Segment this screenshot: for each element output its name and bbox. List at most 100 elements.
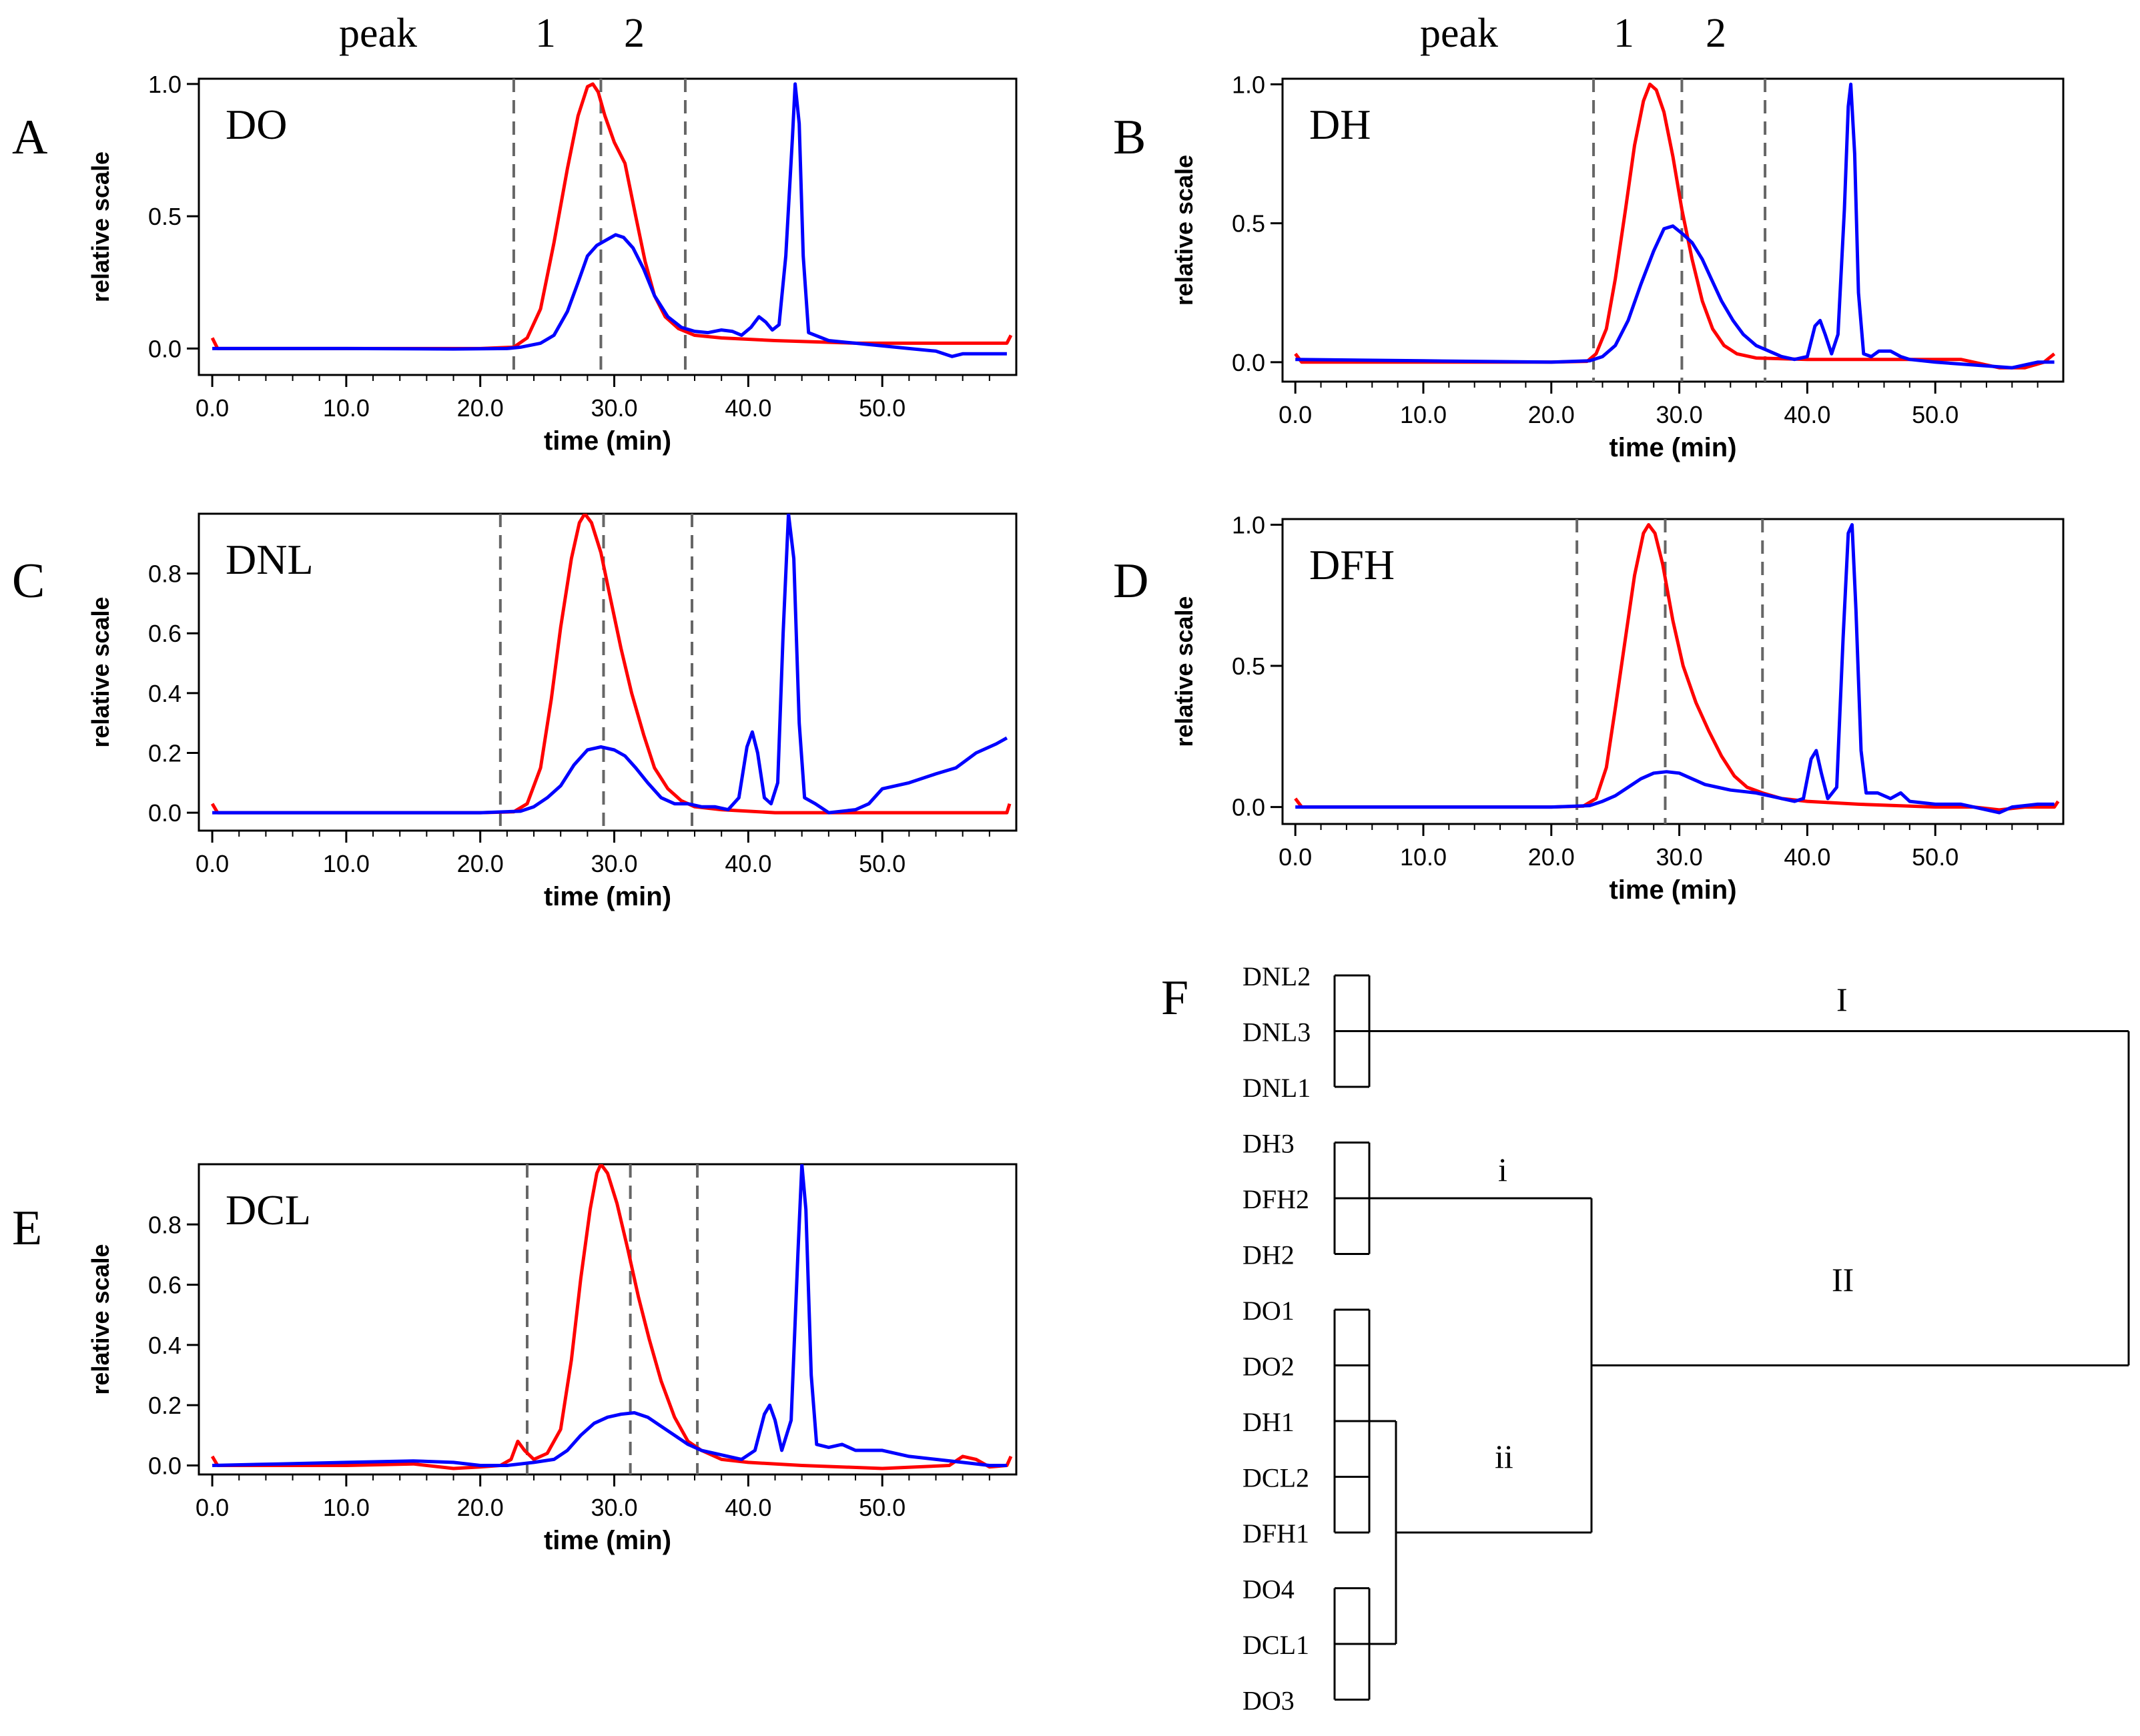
dendrogram-leaf-label: DFH1 <box>1242 1518 1309 1549</box>
y-tick-label: 0.5 <box>148 203 182 230</box>
x-tick-label: 30.0 <box>1656 401 1703 428</box>
y-tick-label: 0.0 <box>148 1452 182 1479</box>
y-tick-label: 0.4 <box>148 680 182 707</box>
peak-number-1: 1 <box>535 11 556 56</box>
dendrogram-leaf-label: DH1 <box>1242 1407 1295 1437</box>
panel-letter-A: A <box>12 110 47 165</box>
y-tick-label: 0.0 <box>1232 349 1265 376</box>
y-axis-label: relative scale <box>87 596 114 747</box>
x-tick-label: 10.0 <box>323 394 370 422</box>
y-tick-label: 0.2 <box>148 739 182 767</box>
series-red <box>1294 523 2060 812</box>
x-axis-label: time (min) <box>544 1526 671 1555</box>
x-tick-label: 30.0 <box>591 1494 638 1521</box>
peak-number-1: 1 <box>1614 11 1634 56</box>
x-axis-label: time (min) <box>1609 433 1736 462</box>
dendrogram-leaf-label: DNL3 <box>1242 1017 1311 1047</box>
y-axis-label: relative scale <box>87 1244 114 1394</box>
x-tick-label: 40.0 <box>725 850 771 877</box>
y-tick-label: 0.8 <box>148 560 182 588</box>
series-red <box>210 514 1012 815</box>
panel-a: A 0.0 10.0 20.0 30.0 40.0 50.0 0.0 0.5 1.0 time (m… <box>12 71 1018 456</box>
panel-letter-C: C <box>12 554 45 608</box>
x-axis-label: time (min) <box>544 426 671 456</box>
y-tick-label: 0.5 <box>1232 653 1265 680</box>
x-tick-label: 20.0 <box>457 850 504 877</box>
x-tick-label: 20.0 <box>457 1494 504 1521</box>
dendrogram-leaf-label: DNL2 <box>1242 961 1311 991</box>
x-tick-label: 50.0 <box>859 394 906 422</box>
y-axis-label: relative scale <box>1170 155 1198 306</box>
x-tick-label: 10.0 <box>1400 401 1447 428</box>
dendrogram-branches <box>1333 974 2130 1701</box>
y-tick-label: 0.4 <box>148 1332 182 1359</box>
x-tick-label: 30.0 <box>1656 843 1703 871</box>
y-tick-label: 0.8 <box>148 1211 182 1238</box>
panel-letter-F: F <box>1161 971 1188 1025</box>
panel-d: D 0.0 10.0 20.0 30.0 40.0 50.0 0.0 0.5 1.0 time (m… <box>1113 511 2065 905</box>
dendrogram-leaf-label: DH2 <box>1242 1240 1295 1270</box>
y-tick-label: 0.2 <box>148 1392 182 1419</box>
plot-title: DCL <box>226 1186 311 1234</box>
series-blue <box>1295 523 2055 815</box>
dendrogram-leaf-label: DCL2 <box>1242 1463 1309 1493</box>
x-tick-label: 10.0 <box>323 1494 370 1521</box>
peak-header-right: peak 1 2 <box>1420 11 1726 56</box>
x-axis-label: time (min) <box>1609 875 1736 905</box>
x-tick-label: 20.0 <box>1528 401 1575 428</box>
x-tick-label: 30.0 <box>591 394 638 422</box>
cluster-label-I: I <box>1836 981 1848 1018</box>
y-tick-label: 0.0 <box>148 335 182 362</box>
series-red <box>210 1164 1013 1470</box>
plot-frame <box>1281 518 2065 825</box>
panel-c: C 0.0 10.0 20.0 30.0 40.0 50.0 0.0 0.2 0.4 0.6 0.8 t… <box>12 512 1018 911</box>
dendrogram-leaf-label: DCL1 <box>1242 1630 1309 1660</box>
y-tick-label: 0.6 <box>148 1272 182 1299</box>
series-blue <box>212 82 1007 358</box>
peak-label: peak <box>339 11 417 56</box>
dendrogram-leaf-label: DH3 <box>1242 1129 1295 1159</box>
cluster-label-i: i <box>1498 1151 1507 1188</box>
plot-title: DH <box>1309 101 1371 148</box>
plot-title: DFH <box>1309 541 1395 588</box>
x-tick-label: 20.0 <box>1528 843 1575 871</box>
dendrogram-leaf-label: DNL1 <box>1242 1073 1311 1103</box>
y-tick-label: 1.0 <box>1232 511 1265 538</box>
y-tick-label: 0.0 <box>1232 794 1265 821</box>
x-tick-label: 50.0 <box>1912 401 1958 428</box>
x-tick-label: 50.0 <box>859 1494 906 1521</box>
series-red <box>210 82 1013 350</box>
series-blue <box>212 514 1008 815</box>
x-tick-label: 10.0 <box>323 850 370 877</box>
plot-frame <box>1281 77 2065 383</box>
series-red <box>1294 82 2056 370</box>
dendrogram-leaf-label: DO2 <box>1242 1352 1295 1382</box>
x-tick-label: 40.0 <box>725 394 771 422</box>
cluster-label-ii: ii <box>1495 1438 1513 1475</box>
peak-number-2: 2 <box>1706 11 1726 56</box>
y-axis-label: relative scale <box>87 151 114 302</box>
plot-frame <box>198 1163 1018 1476</box>
plot-title: DNL <box>226 536 314 583</box>
panel-letter-B: B <box>1113 110 1146 165</box>
peak-number-2: 2 <box>624 11 645 56</box>
series-blue <box>212 1164 1007 1467</box>
x-tick-label: 0.0 <box>1279 843 1312 871</box>
x-tick-label: 40.0 <box>1784 843 1830 871</box>
plot-title: DO <box>226 101 287 148</box>
x-tick-label: 0.0 <box>196 1494 229 1521</box>
plot-frame <box>198 512 1018 832</box>
dendrogram-leaf-label: DO1 <box>1242 1296 1295 1326</box>
x-tick-label: 40.0 <box>1784 401 1830 428</box>
dendrogram-panel: F DNL2 DNL3 DNL1 DH3 DFH2 DH2 DO1 DO2 DH1 DCL2 DFH… <box>1161 961 2130 1716</box>
dendrogram-leaf-label: DFH2 <box>1242 1184 1309 1214</box>
dendrogram-leaf-label: DO3 <box>1242 1686 1295 1716</box>
x-tick-label: 0.0 <box>196 850 229 877</box>
peak-label: peak <box>1420 11 1498 56</box>
panel-e: E 0.0 10.0 20.0 30.0 40.0 50.0 0.0 0.2 0.4 0.6 0.8 t… <box>12 1163 1018 1555</box>
panel-b: B 0.0 10.0 20.0 30.0 40.0 50.0 0.0 0.5 1.0 time (m… <box>1113 71 2065 462</box>
x-tick-label: 0.0 <box>1279 401 1312 428</box>
panel-letter-D: D <box>1113 554 1148 608</box>
x-tick-label: 30.0 <box>591 850 638 877</box>
